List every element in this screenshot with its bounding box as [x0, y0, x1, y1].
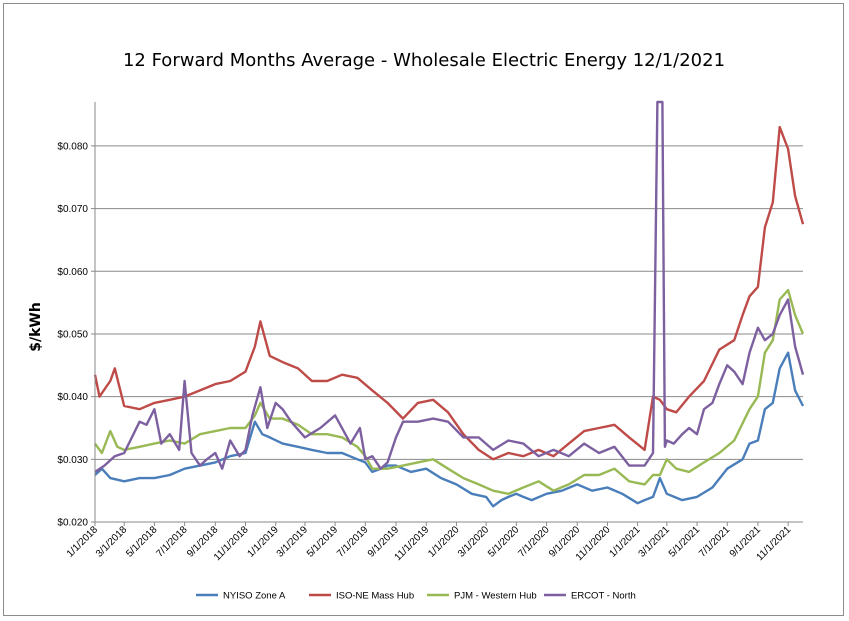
x-tick-label: 5/1/2019	[305, 524, 341, 560]
series-line	[94, 351, 805, 508]
y-tick-label: $0.040	[57, 392, 88, 403]
x-tick-label: 5/1/2018	[124, 524, 160, 560]
series-line	[94, 100, 805, 473]
y-tick-label: $0.050	[57, 329, 88, 340]
x-tick-label: 5/1/2021	[667, 524, 703, 560]
x-tick-label: 7/1/2019	[335, 524, 371, 560]
legend: NYISO Zone A ISO-NE Mass Hub PJM - Western…	[196, 591, 636, 602]
axes	[94, 102, 803, 523]
x-tick-label: 3/1/2020	[456, 524, 492, 560]
chart-title: 12 Forward Months Average - Wholesale El…	[123, 50, 725, 71]
x-tick-label: 7/1/2018	[154, 524, 190, 560]
y-axis-ticks: $0.020 $0.030 $0.040 $0.050 $0.060 $0.070 $0.0…	[57, 141, 95, 529]
y-axis-label: $/kWh	[28, 302, 44, 352]
legend-label: NYISO Zone A	[223, 591, 286, 602]
y-tick-label: $0.020	[57, 518, 88, 529]
x-tick-label: 3/1/2018	[94, 524, 130, 560]
chart-frame	[3, 3, 844, 616]
x-tick-label: 7/1/2021	[697, 524, 733, 560]
x-tick-label: 3/1/2019	[275, 524, 311, 560]
y-tick-label: $0.060	[57, 267, 88, 278]
legend-label: ISO-NE Mass Hub	[336, 591, 414, 602]
legend-label: PJM - Western Hub	[454, 591, 537, 602]
x-tick-label: 5/1/2020	[486, 524, 522, 560]
series-line	[94, 288, 805, 495]
y-tick-label: $0.070	[57, 204, 88, 215]
x-tick-label: 7/1/2020	[516, 524, 552, 560]
series-lines	[93, 100, 805, 508]
gridlines	[95, 145, 803, 460]
y-tick-label: $0.080	[57, 141, 88, 152]
series-line	[93, 125, 805, 461]
y-tick-label: $0.030	[57, 455, 88, 466]
x-tick-label: 3/1/2021	[637, 524, 673, 560]
legend-label: ERCOT - North	[571, 591, 636, 602]
x-tick-label: 1/1/2020	[426, 524, 462, 560]
x-axis-ticks: 1/1/20183/1/20185/1/20187/1/20189/1/2018…	[65, 522, 794, 563]
